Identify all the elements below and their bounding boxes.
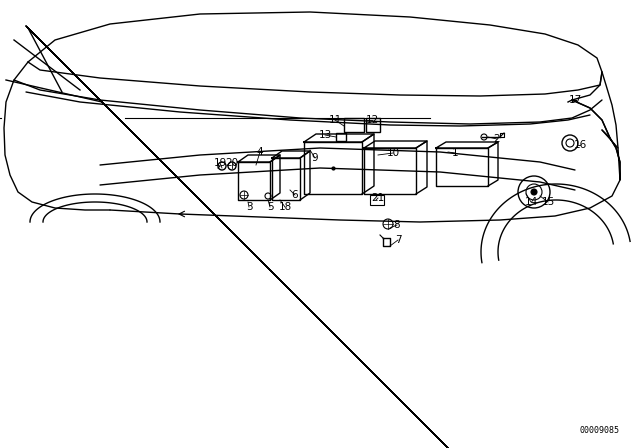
Text: 8: 8 <box>394 220 400 230</box>
Text: 9: 9 <box>312 153 318 163</box>
Text: 12: 12 <box>365 115 379 125</box>
Circle shape <box>531 189 537 195</box>
Text: 21: 21 <box>371 193 385 203</box>
Text: 1: 1 <box>452 148 458 158</box>
Text: 3: 3 <box>246 202 252 212</box>
Text: 17: 17 <box>568 95 582 105</box>
Text: 2: 2 <box>493 134 500 144</box>
Bar <box>336 133 346 141</box>
Text: 6: 6 <box>292 190 298 200</box>
Text: 4: 4 <box>257 147 263 157</box>
Bar <box>366 118 380 132</box>
Text: 00009085: 00009085 <box>580 426 620 435</box>
Text: 5: 5 <box>267 202 273 212</box>
Bar <box>344 118 364 132</box>
Text: 19: 19 <box>213 158 227 168</box>
Text: 18: 18 <box>278 202 292 212</box>
Bar <box>370 195 384 205</box>
Text: 13: 13 <box>318 130 332 140</box>
Text: 16: 16 <box>573 140 587 150</box>
Text: 14: 14 <box>524 197 538 207</box>
Text: 11: 11 <box>328 115 342 125</box>
Text: 10: 10 <box>387 148 399 158</box>
Text: 7: 7 <box>395 235 401 245</box>
Text: 15: 15 <box>541 197 555 207</box>
Text: 20: 20 <box>225 158 239 168</box>
